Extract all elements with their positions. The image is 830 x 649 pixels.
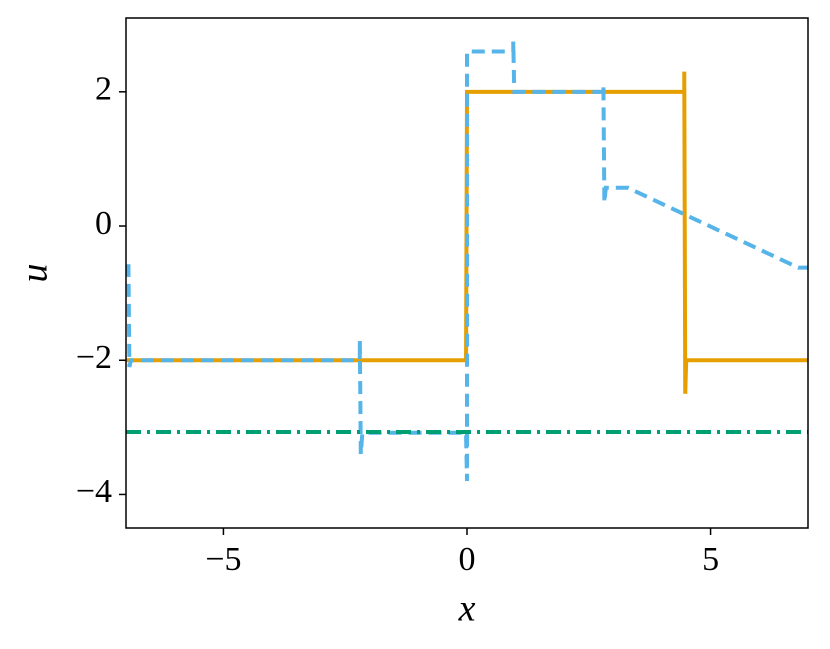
y-axis-label: u (14, 264, 56, 283)
line (126, 41, 808, 482)
x-tick-label: −5 (205, 541, 241, 578)
x-tick-label: 0 (459, 541, 476, 578)
x-tick-label: 5 (702, 541, 719, 578)
y-tick-label: −4 (76, 473, 112, 510)
y-tick-label: 2 (95, 71, 112, 108)
y-tick-label: 0 (95, 205, 112, 242)
y-tick-label: −2 (76, 339, 112, 376)
x-axis-label: x (458, 588, 476, 630)
plot-frame (125, 17, 809, 529)
